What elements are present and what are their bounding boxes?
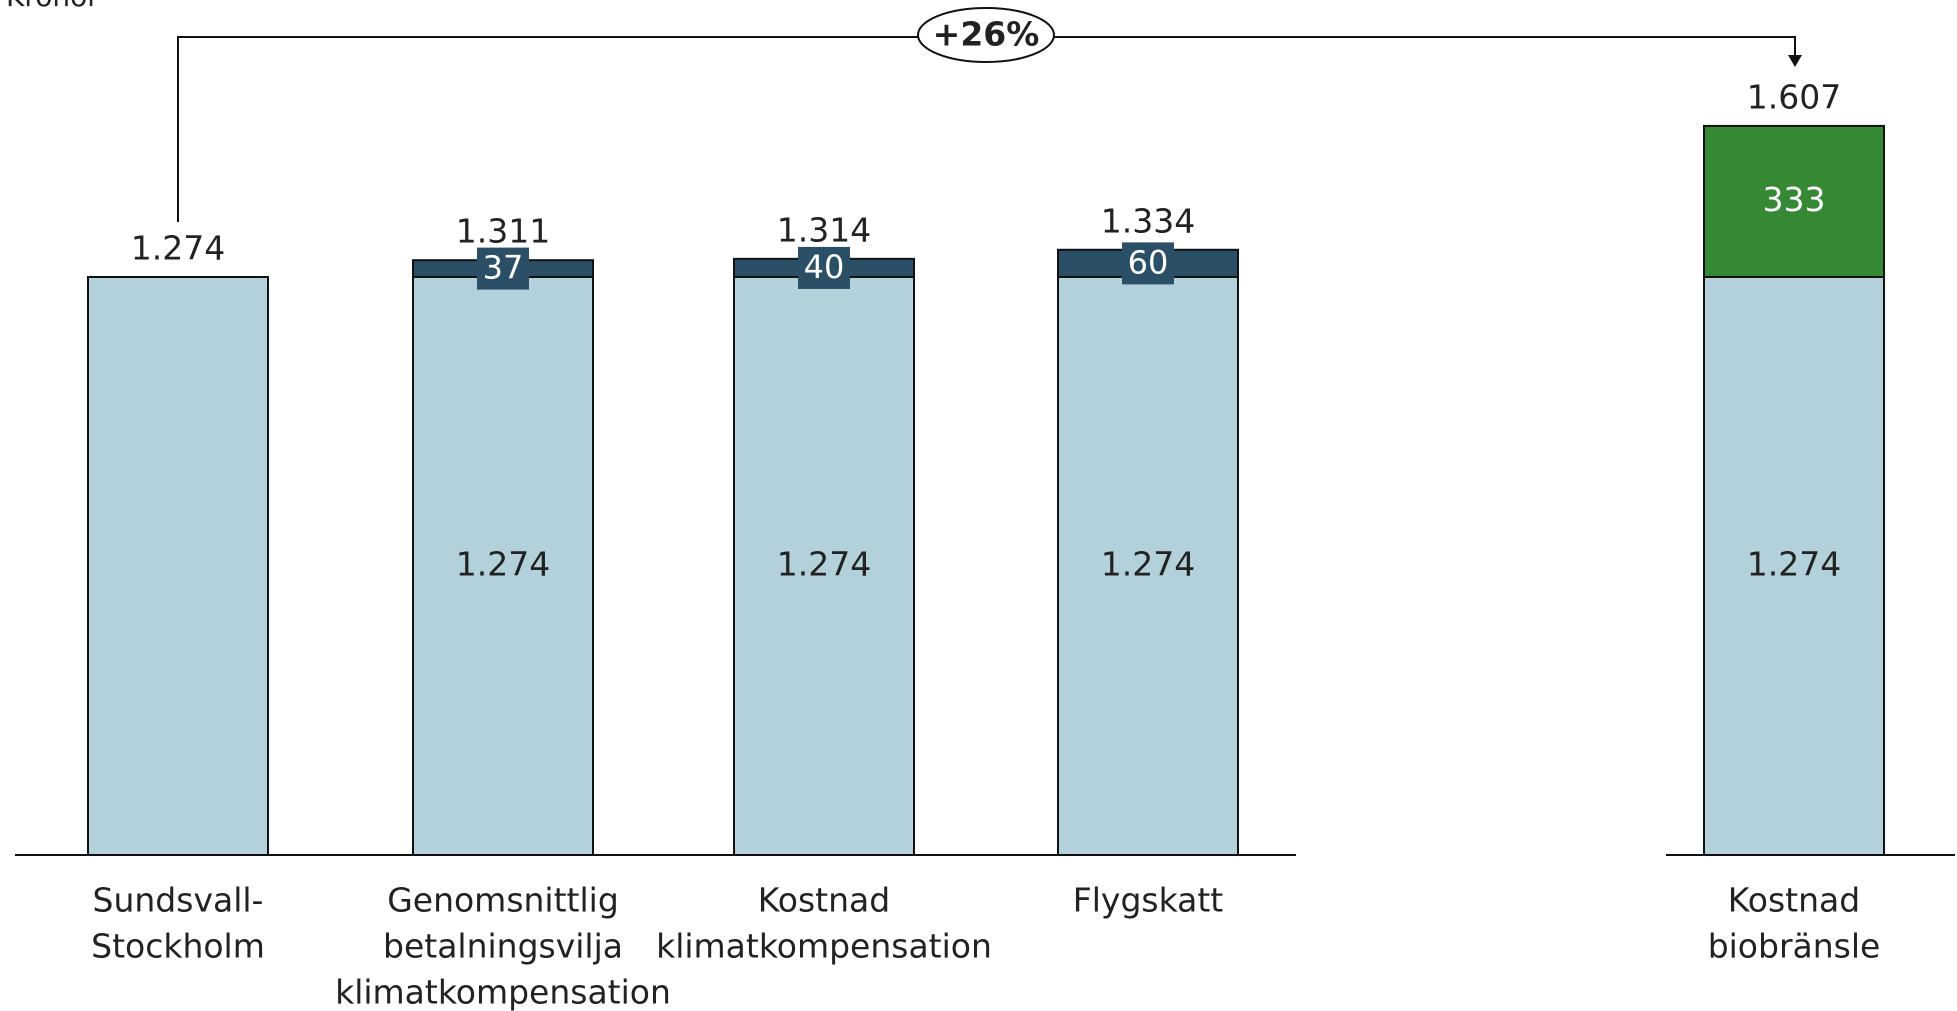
- annotation-bracket: [177, 36, 1796, 222]
- bar-base-0: [87, 276, 269, 856]
- bar-addition-label-box-3: [1122, 242, 1174, 285]
- bar-total-label-3: 1.334: [1101, 201, 1195, 240]
- category-label-2-0: Kostnad: [758, 881, 890, 920]
- bar-addition-label-box-1: [477, 247, 529, 290]
- category-label-1-2: klimatkompensation: [335, 973, 671, 1011]
- category-label-3-0: Flygskatt: [1073, 881, 1224, 920]
- category-label-2-1: klimatkompensation: [656, 927, 992, 966]
- bar-base-label-3: 1.274: [1101, 545, 1195, 584]
- bar-addition-label-3: 60: [1128, 243, 1169, 281]
- bar-total-label-1: 1.311: [456, 212, 550, 251]
- bar-addition-label-box-2: [798, 246, 850, 289]
- category-label-0-0: Sundsvall-: [93, 881, 264, 920]
- annotation-ellipse: [917, 7, 1055, 63]
- bar-total-label-2: 1.314: [777, 210, 871, 249]
- bar-base-2: [733, 276, 915, 856]
- bar-addition-label-1: 37: [483, 249, 524, 287]
- bar-total-label-4: 1.607: [1747, 77, 1841, 116]
- bar-addition-label-2: 40: [804, 248, 845, 286]
- y-unit-label: Kronor: [6, 0, 99, 13]
- bar-total-label-0: 1.274: [131, 229, 225, 268]
- category-label-4-1: biobränsle: [1708, 927, 1881, 966]
- bar-base-label-4: 1.274: [1747, 545, 1841, 584]
- annotation-arrowhead: [1788, 55, 1802, 67]
- bar-addition-4: [1703, 124, 1885, 278]
- annotation-label: +26%: [933, 15, 1040, 54]
- category-label-4-0: Kostnad: [1728, 881, 1860, 920]
- bar-base-4: [1703, 276, 1885, 856]
- bar-addition-label-4: 333: [1763, 180, 1826, 219]
- bar-base-label-1: 1.274: [456, 545, 550, 584]
- category-label-1-1: betalningsvilja: [383, 927, 623, 966]
- bar-base-1: [412, 276, 594, 856]
- bar-base-3: [1057, 276, 1239, 856]
- category-label-1-0: Genomsnittlig: [387, 881, 619, 920]
- category-label-0-1: Stockholm: [91, 927, 265, 966]
- bar-base-label-2: 1.274: [777, 545, 871, 584]
